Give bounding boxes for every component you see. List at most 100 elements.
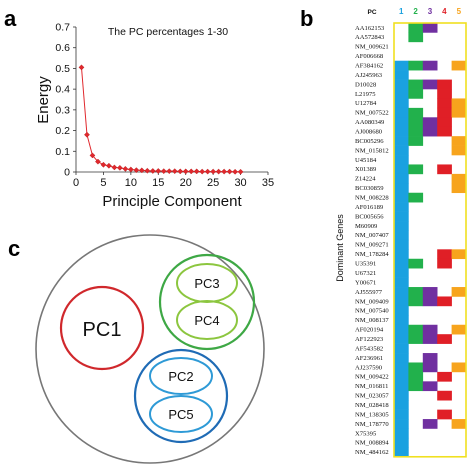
panel-label-c: c bbox=[8, 236, 21, 261]
heatmap-cell bbox=[394, 192, 409, 203]
gene-label: AF016189 bbox=[355, 204, 384, 211]
gene-label: AA080349 bbox=[355, 119, 385, 126]
heatmap-cell bbox=[394, 296, 409, 307]
heatmap-cells bbox=[394, 23, 467, 458]
gene-label: AF543582 bbox=[355, 345, 383, 352]
heatmap-cell bbox=[408, 79, 424, 90]
heatmap-cell bbox=[451, 362, 467, 373]
gene-label: AF236961 bbox=[355, 355, 383, 362]
column-header: 3 bbox=[428, 7, 433, 16]
pc5-label: PC5 bbox=[168, 407, 193, 422]
outer-circle bbox=[35, 234, 265, 464]
heatmap-cell bbox=[394, 268, 409, 278]
heatmap-cell bbox=[437, 89, 452, 99]
gene-label: NM_007407 bbox=[355, 232, 389, 239]
gene-label: AF384162 bbox=[355, 63, 383, 70]
x-tick-label: 30 bbox=[234, 177, 246, 189]
energy-data-point bbox=[84, 131, 90, 138]
panel-label-a: a bbox=[4, 6, 17, 31]
heatmap-cell bbox=[394, 277, 409, 288]
heatmap-cell bbox=[408, 117, 424, 128]
column-header: 4 bbox=[442, 7, 447, 16]
heatmap-cell bbox=[394, 221, 409, 231]
energy-data-point bbox=[226, 168, 233, 175]
pc1-label: PC1 bbox=[83, 319, 122, 341]
column-header: 2 bbox=[413, 7, 418, 16]
energy-data-point bbox=[111, 164, 118, 171]
x-tick-label: 15 bbox=[152, 177, 164, 189]
gene-label: U67321 bbox=[355, 270, 376, 277]
heatmap-cell bbox=[408, 324, 424, 335]
energy-series-points bbox=[78, 64, 244, 175]
heatmap-cell bbox=[394, 70, 409, 80]
energy-data-point bbox=[199, 168, 206, 175]
heatmap-cell bbox=[437, 107, 452, 118]
heatmap-cell bbox=[437, 371, 452, 382]
energy-data-point bbox=[89, 152, 96, 159]
heatmap-cell bbox=[394, 390, 409, 401]
heatmap-cell bbox=[408, 164, 424, 175]
heatmap-cell bbox=[422, 334, 438, 344]
heatmap-cell bbox=[394, 315, 409, 326]
energy-data-point bbox=[221, 168, 227, 175]
heatmap-cell bbox=[394, 211, 409, 222]
y-tick-label: 0.4 bbox=[55, 84, 70, 96]
pc-header-label: PC bbox=[367, 9, 376, 16]
pc1-circle bbox=[59, 285, 145, 371]
pc-circle-diagram: PC1 PC3 PC4 PC2 PC5 bbox=[35, 234, 265, 464]
gene-label: NM_015812 bbox=[355, 147, 389, 154]
heatmap-cell bbox=[408, 126, 424, 137]
gene-label: AF122923 bbox=[355, 336, 384, 343]
heatmap-cell bbox=[437, 164, 452, 175]
energy-data-point bbox=[155, 168, 162, 174]
heatmap-cell bbox=[394, 428, 409, 439]
pc4-label: PC4 bbox=[194, 313, 219, 328]
gene-label: X75395 bbox=[355, 430, 377, 437]
heatmap-cell bbox=[394, 155, 409, 165]
energy-data-point bbox=[204, 168, 211, 175]
heatmap-cell bbox=[408, 258, 424, 269]
energy-data-point bbox=[177, 168, 184, 175]
heatmap-cell bbox=[422, 60, 438, 71]
pc2-circle bbox=[149, 357, 213, 395]
gene-label: NM_028418 bbox=[355, 402, 389, 409]
pc2-label: PC2 bbox=[168, 369, 193, 384]
gene-label: AA572843 bbox=[355, 34, 385, 41]
heatmap-cell bbox=[394, 447, 409, 458]
heatmap-cell bbox=[394, 371, 409, 382]
heatmap-cell bbox=[394, 89, 409, 99]
heatmap-cell bbox=[394, 107, 409, 118]
x-tick-label: 35 bbox=[262, 177, 274, 189]
heatmap-cell bbox=[422, 362, 438, 373]
heatmap-cell bbox=[437, 258, 452, 269]
gene-label: U45184 bbox=[355, 157, 377, 164]
heatmap-cell bbox=[394, 324, 409, 335]
heatmap-cell bbox=[394, 287, 409, 297]
energy-data-point bbox=[138, 167, 145, 174]
y-tick-label: 0 bbox=[64, 167, 70, 179]
heatmap-cell bbox=[394, 79, 409, 90]
gene-label: NM_009621 bbox=[355, 44, 389, 51]
heatmap-cell bbox=[394, 343, 409, 354]
heatmap-cell bbox=[408, 32, 424, 43]
heatmap-cell bbox=[394, 164, 409, 175]
heatmap-cell bbox=[394, 400, 409, 410]
x-tick-label: 20 bbox=[180, 177, 192, 189]
heatmap-cell bbox=[422, 23, 438, 33]
y-tick-label: 0.1 bbox=[55, 146, 70, 158]
heatmap-cell bbox=[394, 183, 409, 194]
energy-data-point bbox=[106, 162, 112, 169]
gene-label: NM_007540 bbox=[355, 308, 389, 315]
x-tick-label: 10 bbox=[125, 177, 137, 189]
gene-label: NM_178770 bbox=[355, 421, 389, 428]
heatmap-cell bbox=[394, 409, 409, 420]
gene-label: AF020194 bbox=[355, 327, 384, 334]
pc3-pc4-group-circle bbox=[158, 253, 256, 351]
heatmap-border bbox=[393, 22, 467, 458]
heatmap-cell bbox=[408, 136, 424, 146]
energy-data-point bbox=[127, 166, 134, 173]
y-axis-label: Energy bbox=[35, 76, 52, 124]
heatmap-cell bbox=[408, 107, 424, 118]
heatmap-cell bbox=[408, 334, 424, 344]
